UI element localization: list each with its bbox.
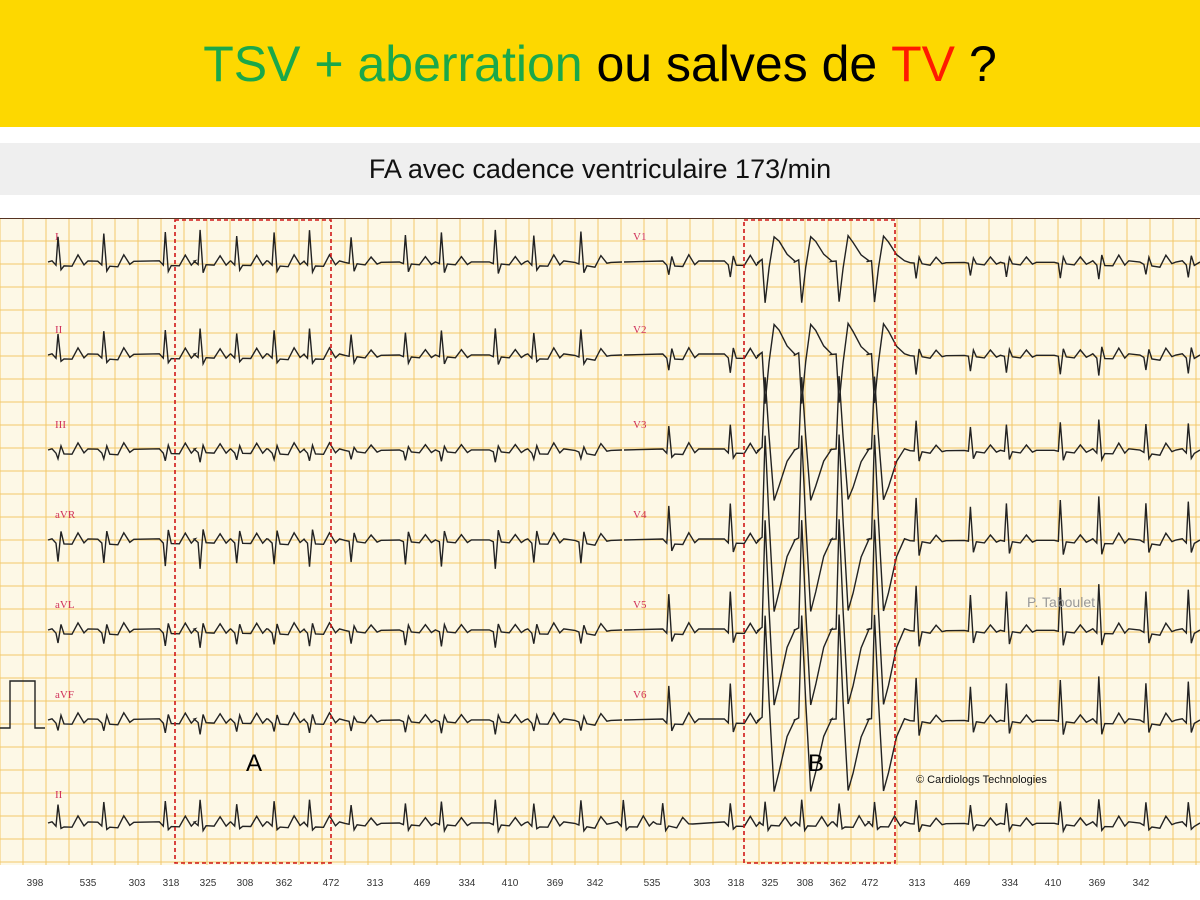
- rr-interval-right: 362: [829, 878, 847, 889]
- ecg-paper: [0, 218, 1200, 865]
- lead-label-V1: V1: [633, 231, 646, 243]
- trace-II: [47, 328, 623, 367]
- lead-label-rhythm-II: II: [55, 789, 63, 801]
- trace-rhythm-II: [47, 799, 1200, 835]
- box-a: [174, 219, 332, 864]
- rr-interval-left: 535: [79, 878, 97, 889]
- rr-interval-left: 334: [458, 878, 476, 889]
- rr-interval-right: 469: [953, 878, 971, 889]
- rr-interval-left: 313: [366, 878, 384, 889]
- slide-title: TSV + aberration ou salves de TV ?: [0, 0, 1200, 127]
- trace-III: [47, 441, 623, 463]
- rr-interval-left: 362: [275, 878, 293, 889]
- subtitle: FA avec cadence ventriculaire 173/min: [0, 143, 1200, 195]
- rr-interval-right: 308: [796, 878, 814, 889]
- rr-interval-right: 325: [761, 878, 779, 889]
- trace-aVR: [47, 529, 623, 569]
- rr-interval-left: 410: [501, 878, 519, 889]
- title-question: ?: [955, 35, 997, 92]
- lead-label-aVF: aVF: [55, 689, 74, 701]
- trace-aVL: [47, 621, 623, 648]
- trace-V6: [623, 614, 1200, 792]
- title-or-salvos: ou salves de: [582, 35, 892, 92]
- trace-V4: [623, 434, 1200, 612]
- rr-interval-right: 313: [908, 878, 926, 889]
- rr-interval-left: 398: [26, 878, 44, 889]
- rr-interval-right: 318: [727, 878, 745, 889]
- lead-label-II: II: [55, 324, 63, 336]
- trace-V5: [623, 519, 1200, 706]
- trace-I: [47, 229, 623, 275]
- rr-interval-right: 334: [1001, 878, 1019, 889]
- rr-interval-right: 535: [643, 878, 661, 889]
- lead-label-V6: V6: [633, 689, 647, 701]
- rr-interval-left: 369: [546, 878, 564, 889]
- trace-V3: [623, 376, 1200, 501]
- rr-interval-right: 342: [1132, 878, 1150, 889]
- lead-label-I: I: [55, 231, 59, 243]
- rr-interval-right: 369: [1088, 878, 1106, 889]
- rr-interval-left: 303: [128, 878, 146, 889]
- rr-interval-left: 469: [413, 878, 431, 889]
- box-b: [743, 219, 896, 864]
- lead-label-aVR: aVR: [55, 509, 76, 521]
- box-a-label: A: [246, 750, 263, 777]
- trace-V2: [623, 321, 1200, 404]
- author-watermark: P. Taboulet: [1027, 594, 1095, 610]
- title-vt: TV: [891, 35, 956, 92]
- rr-interval-right: 303: [693, 878, 711, 889]
- trace-V1: [623, 233, 1200, 303]
- lead-label-V4: V4: [633, 509, 647, 521]
- lead-label-III: III: [55, 419, 66, 431]
- calibration-pulse: [0, 680, 45, 729]
- box-b-label: B: [808, 750, 825, 777]
- trace-aVF: [47, 711, 623, 735]
- rr-intervals: 398 535 303 318 325 308 362 472 313 469 334 410 369 3…: [0, 866, 1200, 900]
- lead-label-V5: V5: [633, 599, 647, 611]
- copyright: © Cardiologs Technologies: [916, 774, 1047, 786]
- rr-interval-left: 325: [199, 878, 217, 889]
- title-svt-aberration: TSV + aberration: [203, 35, 583, 92]
- lead-label-V3: V3: [633, 419, 647, 431]
- lead-label-aVL: aVL: [55, 599, 75, 611]
- rr-interval-right: 410: [1044, 878, 1062, 889]
- rr-interval-left: 308: [236, 878, 254, 889]
- lead-label-V2: V2: [633, 324, 646, 336]
- rr-interval-left: 318: [162, 878, 180, 889]
- rr-interval-right: 472: [861, 878, 879, 889]
- rr-interval-left: 342: [586, 878, 604, 889]
- rr-interval-left: 472: [322, 878, 340, 889]
